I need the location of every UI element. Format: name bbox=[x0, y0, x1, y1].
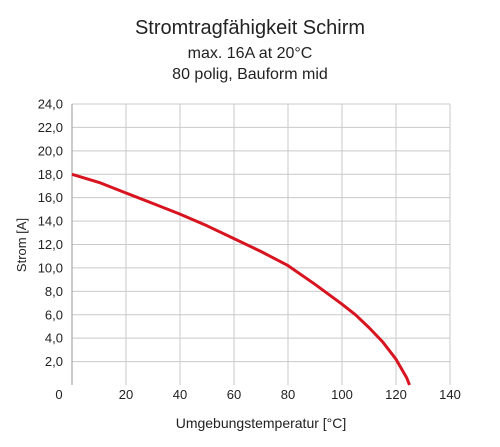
tick-labels: 2,0 4,0 6,0 8,0 10,0 12,0 14,0 16,0 18,0 20,0 22,0… bbox=[38, 97, 461, 403]
chart-subtitle-line-2: 80 polig, Bauform mid bbox=[172, 66, 328, 83]
chart-title: Stromtragfähigkeit Schirm bbox=[134, 17, 366, 39]
x-tick-label: 60 bbox=[227, 387, 241, 402]
y-tick-label: 20,0 bbox=[38, 143, 63, 158]
series-line bbox=[71, 172, 411, 386]
y-tick-label: 16,0 bbox=[38, 190, 63, 205]
y-tick-label: 24,0 bbox=[38, 97, 63, 112]
gridlines bbox=[71, 103, 451, 385]
y-tick-label: 14,0 bbox=[38, 214, 63, 229]
y-tick-label: 12,0 bbox=[38, 237, 63, 252]
y-tick-label: 6,0 bbox=[45, 307, 63, 322]
y-tick-label: 2,0 bbox=[45, 354, 63, 369]
x-tick-label: 20 bbox=[119, 387, 133, 402]
y-tick-label: 4,0 bbox=[45, 331, 63, 346]
y-tick-label: 8,0 bbox=[45, 284, 63, 299]
y-tick-label: 10,0 bbox=[38, 260, 63, 275]
x-tick-label: 140 bbox=[439, 387, 461, 402]
y-tick-label: 22,0 bbox=[38, 120, 63, 135]
chart-subtitle-line-1: max. 16A at 20°C bbox=[187, 45, 313, 62]
x-tick-label: 0 bbox=[55, 387, 62, 402]
y-axis-label: Strom [A] bbox=[14, 218, 29, 272]
x-tick-label: 100 bbox=[331, 387, 353, 402]
x-tick-label: 80 bbox=[281, 387, 295, 402]
series-lines bbox=[71, 172, 411, 386]
x-tick-label: 40 bbox=[173, 387, 187, 402]
x-axis-label: Umgebungstemperatur [°C] bbox=[176, 415, 347, 431]
y-tick-label: 18,0 bbox=[38, 167, 63, 182]
x-tick-label: 120 bbox=[385, 387, 407, 402]
